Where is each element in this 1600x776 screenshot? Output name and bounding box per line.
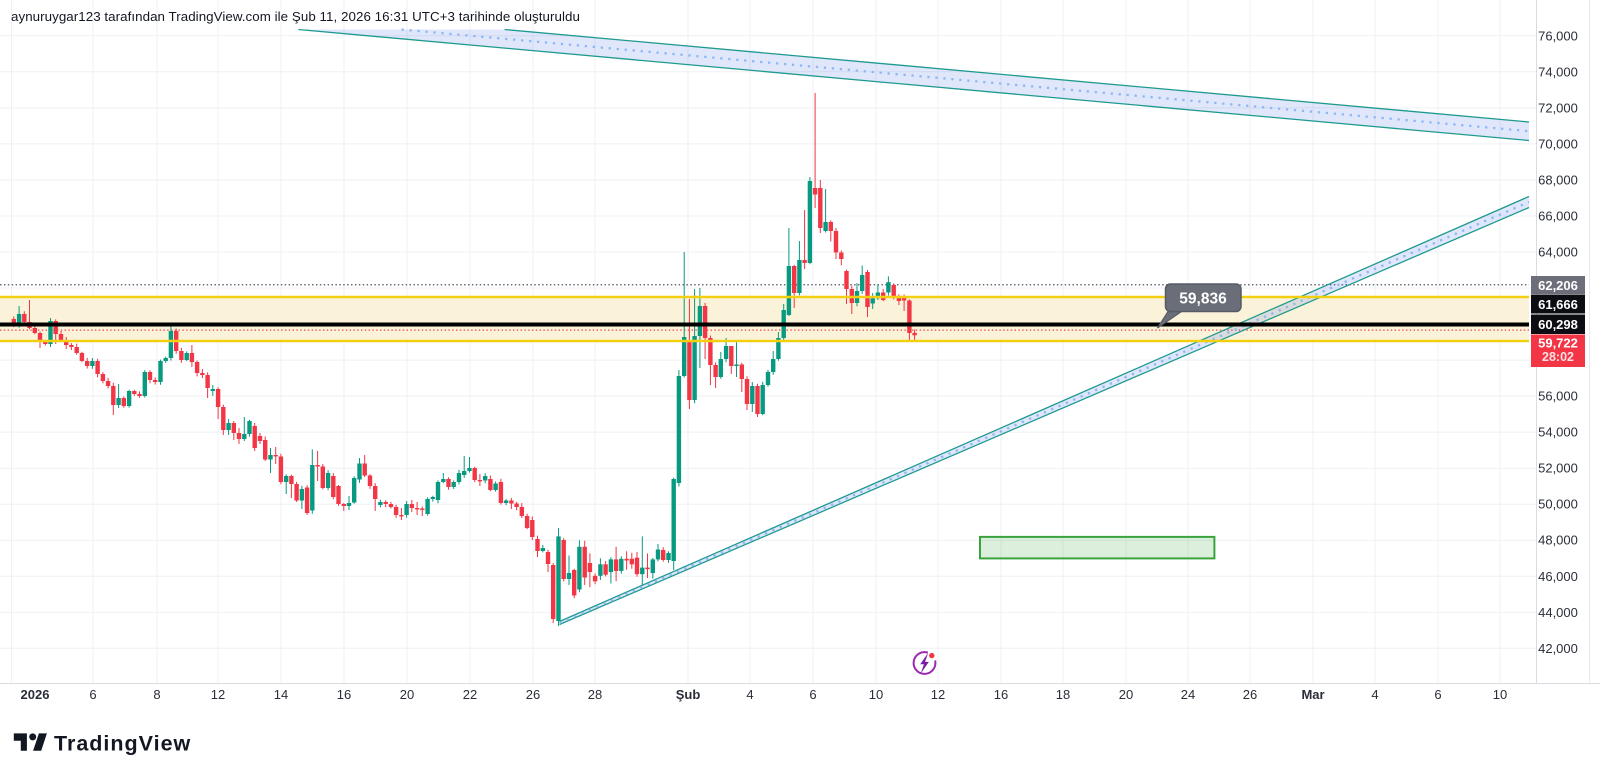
svg-text:48,000: 48,000 [1538, 533, 1578, 548]
svg-text:aynuruygar123 tarafından Tradi: aynuruygar123 tarafından TradingView.com… [11, 9, 580, 24]
svg-text:62,206: 62,206 [1538, 278, 1578, 293]
svg-text:4: 4 [1371, 687, 1378, 702]
svg-text:56,000: 56,000 [1538, 389, 1578, 404]
svg-text:10: 10 [1493, 687, 1507, 702]
svg-text:76,000: 76,000 [1538, 28, 1578, 43]
svg-text:66,000: 66,000 [1538, 209, 1578, 224]
svg-text:Şub: Şub [676, 687, 701, 702]
svg-text:59,722: 59,722 [1538, 335, 1578, 350]
svg-text:12: 12 [931, 687, 945, 702]
svg-text:2026: 2026 [21, 687, 50, 702]
svg-text:28:02: 28:02 [1542, 350, 1574, 364]
svg-text:8: 8 [153, 687, 160, 702]
svg-text:16: 16 [994, 687, 1008, 702]
svg-text:28: 28 [588, 687, 602, 702]
svg-text:14: 14 [274, 687, 288, 702]
svg-text:26: 26 [526, 687, 540, 702]
svg-text:68,000: 68,000 [1538, 172, 1578, 187]
svg-text:20: 20 [1119, 687, 1133, 702]
svg-text:6: 6 [1434, 687, 1441, 702]
svg-text:46,000: 46,000 [1538, 569, 1578, 584]
svg-text:52,000: 52,000 [1538, 461, 1578, 476]
svg-text:12: 12 [211, 687, 225, 702]
svg-text:4: 4 [746, 687, 753, 702]
svg-text:TradingView: TradingView [54, 732, 191, 756]
svg-text:74,000: 74,000 [1538, 64, 1578, 79]
svg-text:10: 10 [869, 687, 883, 702]
svg-text:24: 24 [1181, 687, 1195, 702]
svg-text:61,666: 61,666 [1538, 297, 1578, 312]
svg-text:72,000: 72,000 [1538, 100, 1578, 115]
svg-text:59,836: 59,836 [1179, 291, 1227, 308]
svg-text:60,298: 60,298 [1538, 317, 1578, 332]
svg-text:18: 18 [1056, 687, 1070, 702]
svg-text:50,000: 50,000 [1538, 497, 1578, 512]
svg-text:16: 16 [337, 687, 351, 702]
svg-text:54,000: 54,000 [1538, 425, 1578, 440]
svg-text:44,000: 44,000 [1538, 605, 1578, 620]
svg-text:6: 6 [809, 687, 816, 702]
svg-text:26: 26 [1243, 687, 1257, 702]
svg-text:6: 6 [89, 687, 96, 702]
svg-text:70,000: 70,000 [1538, 136, 1578, 151]
svg-text:22: 22 [463, 687, 477, 702]
svg-text:Mar: Mar [1301, 687, 1324, 702]
svg-text:42,000: 42,000 [1538, 641, 1578, 656]
svg-text:64,000: 64,000 [1538, 245, 1578, 260]
svg-text:20: 20 [400, 687, 414, 702]
